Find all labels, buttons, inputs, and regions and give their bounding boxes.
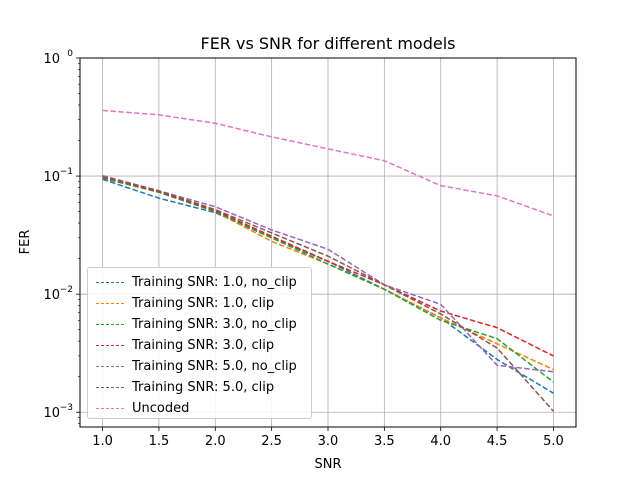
- x-axis-label: SNR: [314, 457, 341, 472]
- legend-label: Training SNR: 3.0, no_clip: [132, 316, 297, 332]
- y-tick-exponent: −1: [60, 167, 73, 177]
- legend-swatch: [96, 323, 124, 325]
- legend-label: Training SNR: 1.0, clip: [132, 295, 275, 311]
- legend-item: Training SNR: 1.0, no_clip: [96, 272, 297, 292]
- y-tick-label: 10: [43, 406, 60, 421]
- y-tick-exponent: 0: [67, 49, 73, 59]
- x-tick-label: 5.0: [543, 434, 564, 449]
- x-tick-label: 3.5: [374, 434, 395, 449]
- legend-swatch: [96, 302, 124, 304]
- legend-swatch: [96, 386, 124, 388]
- legend-label: Training SNR: 5.0, no_clip: [132, 358, 297, 374]
- legend-label: Training SNR: 5.0, clip: [132, 379, 275, 395]
- legend-label: Uncoded: [132, 400, 190, 416]
- y-tick-label: 10: [43, 288, 60, 303]
- x-tick-label: 4.0: [430, 434, 451, 449]
- series-line-5: [102, 174, 554, 373]
- chart-title: FER vs SNR for different models: [200, 34, 455, 53]
- series-line-4: [102, 176, 554, 357]
- legend-swatch: [96, 344, 124, 346]
- series-line-6: [102, 175, 555, 412]
- x-tick-label: 4.5: [487, 434, 508, 449]
- x-tick-label: 1.5: [149, 434, 170, 449]
- series-line-7: [102, 109, 554, 217]
- series-line-3: [102, 177, 554, 383]
- legend-item: Training SNR: 5.0, no_clip: [96, 356, 297, 376]
- legend-swatch: [96, 281, 124, 283]
- y-tick-label: 10: [43, 52, 60, 67]
- x-tick-label: 1.0: [92, 434, 113, 449]
- chart-legend: Training SNR: 1.0, no_clip Training SNR: …: [87, 267, 312, 419]
- x-tick-label: 2.0: [205, 434, 226, 449]
- legend-item: Training SNR: 3.0, clip: [96, 335, 274, 355]
- x-tick-label: 2.5: [261, 434, 282, 449]
- y-tick-label: 10: [43, 170, 60, 185]
- legend-label: Training SNR: 3.0, clip: [132, 337, 275, 353]
- legend-item: Training SNR: 1.0, clip: [96, 293, 274, 313]
- legend-item: Uncoded: [96, 398, 189, 418]
- y-axis-label: FER: [18, 230, 33, 255]
- y-tick-exponent: −3: [60, 403, 73, 413]
- y-tick-exponent: −2: [60, 285, 73, 295]
- legend-item: Training SNR: 3.0, no_clip: [96, 314, 297, 334]
- legend-swatch: [96, 365, 124, 367]
- legend-swatch: [96, 407, 124, 409]
- legend-label: Training SNR: 1.0, no_clip: [132, 274, 297, 290]
- legend-item: Training SNR: 5.0, clip: [96, 377, 274, 397]
- x-tick-label: 3.0: [318, 434, 339, 449]
